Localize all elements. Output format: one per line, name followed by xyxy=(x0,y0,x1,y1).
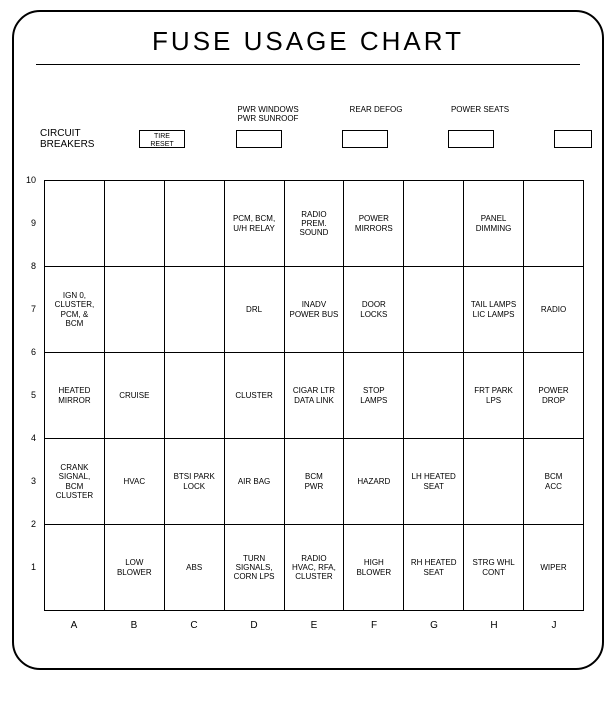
row-label: 8 xyxy=(22,261,36,271)
fuse-cell: HAZARD xyxy=(344,439,404,525)
fuse-cell: CRANK SIGNAL, BCM CLUSTER xyxy=(45,439,105,525)
fuse-cell xyxy=(164,267,224,353)
col-label: A xyxy=(44,620,104,631)
fuse-cell xyxy=(524,181,584,267)
col-label: C xyxy=(164,620,224,631)
row-label: 6 xyxy=(22,347,36,357)
row-label: 7 xyxy=(22,304,36,314)
breaker-box-pwrwin xyxy=(236,130,282,148)
fuse-cell xyxy=(104,267,164,353)
circuit-breakers-label: CIRCUIT BREAKERS xyxy=(40,128,94,150)
fuse-cell: WIPER xyxy=(524,525,584,611)
breaker-label-pwrwin: PWR WINDOWS PWR SUNROOF xyxy=(228,106,308,124)
fuse-cell: HEATED MIRROR xyxy=(45,353,105,439)
fuse-cell: BCM PWR xyxy=(284,439,344,525)
fuse-cell xyxy=(45,525,105,611)
fuse-grid: PCM, BCM, U/H RELAYRADIO PREM. SOUNDPOWE… xyxy=(44,180,584,611)
row-label: 4 xyxy=(22,433,36,443)
fuse-cell: AIR BAG xyxy=(224,439,284,525)
col-label: D xyxy=(224,620,284,631)
row-label: 2 xyxy=(22,519,36,529)
fuse-cell: DOOR LOCKS xyxy=(344,267,404,353)
fuse-cell: INADV POWER BUS xyxy=(284,267,344,353)
fuse-cell: DRL xyxy=(224,267,284,353)
fuse-cell: IGN 0, CLUSTER, PCM, & BCM xyxy=(45,267,105,353)
fuse-cell: TURN SIGNALS, CORN LPS xyxy=(224,525,284,611)
col-label: J xyxy=(524,620,584,631)
fuse-cell: FRT PARK LPS xyxy=(464,353,524,439)
fuse-cell xyxy=(404,353,464,439)
col-label: G xyxy=(404,620,464,631)
fuse-cell: RADIO HVAC, RFA, CLUSTER xyxy=(284,525,344,611)
fuse-cell: POWER MIRRORS xyxy=(344,181,404,267)
fuse-cell: CRUISE xyxy=(104,353,164,439)
fuse-cell: BCM ACC xyxy=(524,439,584,525)
fuse-cell: TAIL LAMPS LIC LAMPS xyxy=(464,267,524,353)
row-label: 9 xyxy=(22,218,36,228)
fuse-cell: POWER DROP xyxy=(524,353,584,439)
col-label: H xyxy=(464,620,524,631)
title-underline xyxy=(36,64,580,65)
fuse-cell: CIGAR LTR DATA LINK xyxy=(284,353,344,439)
fuse-cell xyxy=(164,353,224,439)
fuse-cell: RH HEATED SEAT xyxy=(404,525,464,611)
fuse-cell: PCM, BCM, U/H RELAY xyxy=(224,181,284,267)
breaker-box-blank xyxy=(554,130,592,148)
fuse-cell xyxy=(404,267,464,353)
fuse-cell xyxy=(164,181,224,267)
col-label: E xyxy=(284,620,344,631)
chart-frame: FUSE USAGE CHART CIRCUIT BREAKERS TIRE R… xyxy=(12,10,604,670)
fuse-cell: ABS xyxy=(164,525,224,611)
fuse-cell: LH HEATED SEAT xyxy=(404,439,464,525)
fuse-cell: RADIO xyxy=(524,267,584,353)
breaker-label-defog: REAR DEFOG xyxy=(336,106,416,115)
breaker-box-seats xyxy=(448,130,494,148)
breaker-box-tire: TIRE RESET xyxy=(139,130,185,148)
row-label: 5 xyxy=(22,390,36,400)
breaker-label-seats: POWER SEATS xyxy=(440,106,520,115)
col-label: F xyxy=(344,620,404,631)
fuse-cell: CLUSTER xyxy=(224,353,284,439)
col-label: B xyxy=(104,620,164,631)
breaker-box-defog xyxy=(342,130,388,148)
fuse-cell: PANEL DIMMING xyxy=(464,181,524,267)
row-label: 3 xyxy=(22,476,36,486)
fuse-cell: LOW BLOWER xyxy=(104,525,164,611)
fuse-cell: HVAC xyxy=(104,439,164,525)
chart-title: FUSE USAGE CHART xyxy=(14,26,602,57)
fuse-cell xyxy=(464,439,524,525)
breaker-inside-tire: TIRE RESET xyxy=(140,131,184,148)
fuse-cell: RADIO PREM. SOUND xyxy=(284,181,344,267)
fuse-cell: BTSI PARK LOCK xyxy=(164,439,224,525)
fuse-cell: HIGH BLOWER xyxy=(344,525,404,611)
fuse-cell: STRG WHL CONT xyxy=(464,525,524,611)
fuse-cell xyxy=(404,181,464,267)
row-label: 1 xyxy=(22,562,36,572)
fuse-grid-wrap: PCM, BCM, U/H RELAYRADIO PREM. SOUNDPOWE… xyxy=(44,180,584,610)
fuse-cell xyxy=(104,181,164,267)
fuse-cell: STOP LAMPS xyxy=(344,353,404,439)
fuse-cell xyxy=(45,181,105,267)
row-label: 10 xyxy=(22,175,36,185)
